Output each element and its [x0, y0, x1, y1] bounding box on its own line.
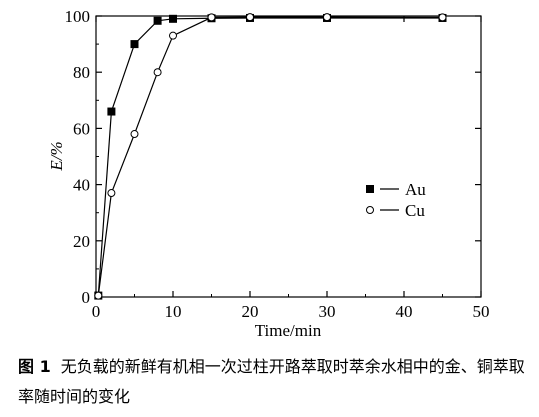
figure-caption: 图 1 无负载的新鲜有机相一次过柱开路萃取时萃余水相中的金、铜萃取率随时间的变化 — [18, 352, 528, 412]
legend-label-cu: Cu — [405, 201, 425, 220]
y-tick-label: 60 — [73, 119, 90, 138]
legend-label-au: Au — [405, 180, 426, 199]
caption-text: 无负载的新鲜有机相一次过柱开路萃取时萃余水相中的金、铜萃取率随时间的变化 — [18, 357, 525, 406]
data-point-au — [153, 16, 162, 25]
y-axis-label: E/% — [47, 141, 66, 171]
plot-frame — [95, 15, 482, 298]
y-tick-label: 100 — [65, 7, 91, 26]
y-tick-label: 40 — [73, 176, 90, 195]
x-tick-label: 10 — [165, 302, 182, 321]
series-cu — [94, 13, 447, 300]
y-axis-ticks: 0 20 40 60 80 100 — [65, 7, 481, 307]
y-tick-label: 80 — [73, 63, 90, 82]
series-line-cu — [97, 16, 443, 296]
series-layer — [94, 13, 447, 300]
series-au — [94, 13, 447, 300]
data-point-cu — [323, 13, 331, 22]
data-point-cu — [207, 13, 216, 22]
data-point-cu — [438, 13, 447, 22]
plot-area-border — [95, 15, 482, 298]
x-tick-label: 20 — [242, 302, 259, 321]
x-tick-label: 30 — [319, 302, 336, 321]
x-tick-label: 40 — [396, 302, 413, 321]
x-axis-ticks: 0 10 20 30 40 50 — [92, 16, 490, 321]
legend-marker-au — [366, 185, 374, 193]
figure-number: 图 1 — [18, 357, 51, 376]
chart: 0 10 20 30 40 50 0 20 40 60 80 100 Time/min E/% Au… — [47, 7, 490, 340]
y-tick-label: 20 — [73, 232, 90, 251]
data-point-cu — [246, 13, 254, 22]
x-axis-label: Time/min — [255, 321, 322, 340]
data-point-cu — [169, 31, 177, 40]
legend: Au Cu — [366, 180, 426, 220]
data-point-au — [107, 107, 116, 116]
x-tick-label: 50 — [473, 302, 490, 321]
legend-marker-cu — [366, 206, 374, 214]
x-tick-label: 0 — [92, 302, 101, 321]
data-point-au — [130, 40, 139, 49]
series-line-au — [97, 17, 443, 296]
data-point-cu — [130, 130, 139, 139]
data-point-cu — [107, 189, 116, 198]
data-point-cu — [153, 68, 162, 77]
data-point-au — [169, 14, 177, 23]
data-point-cu — [94, 291, 103, 300]
y-tick-label: 0 — [82, 288, 91, 307]
